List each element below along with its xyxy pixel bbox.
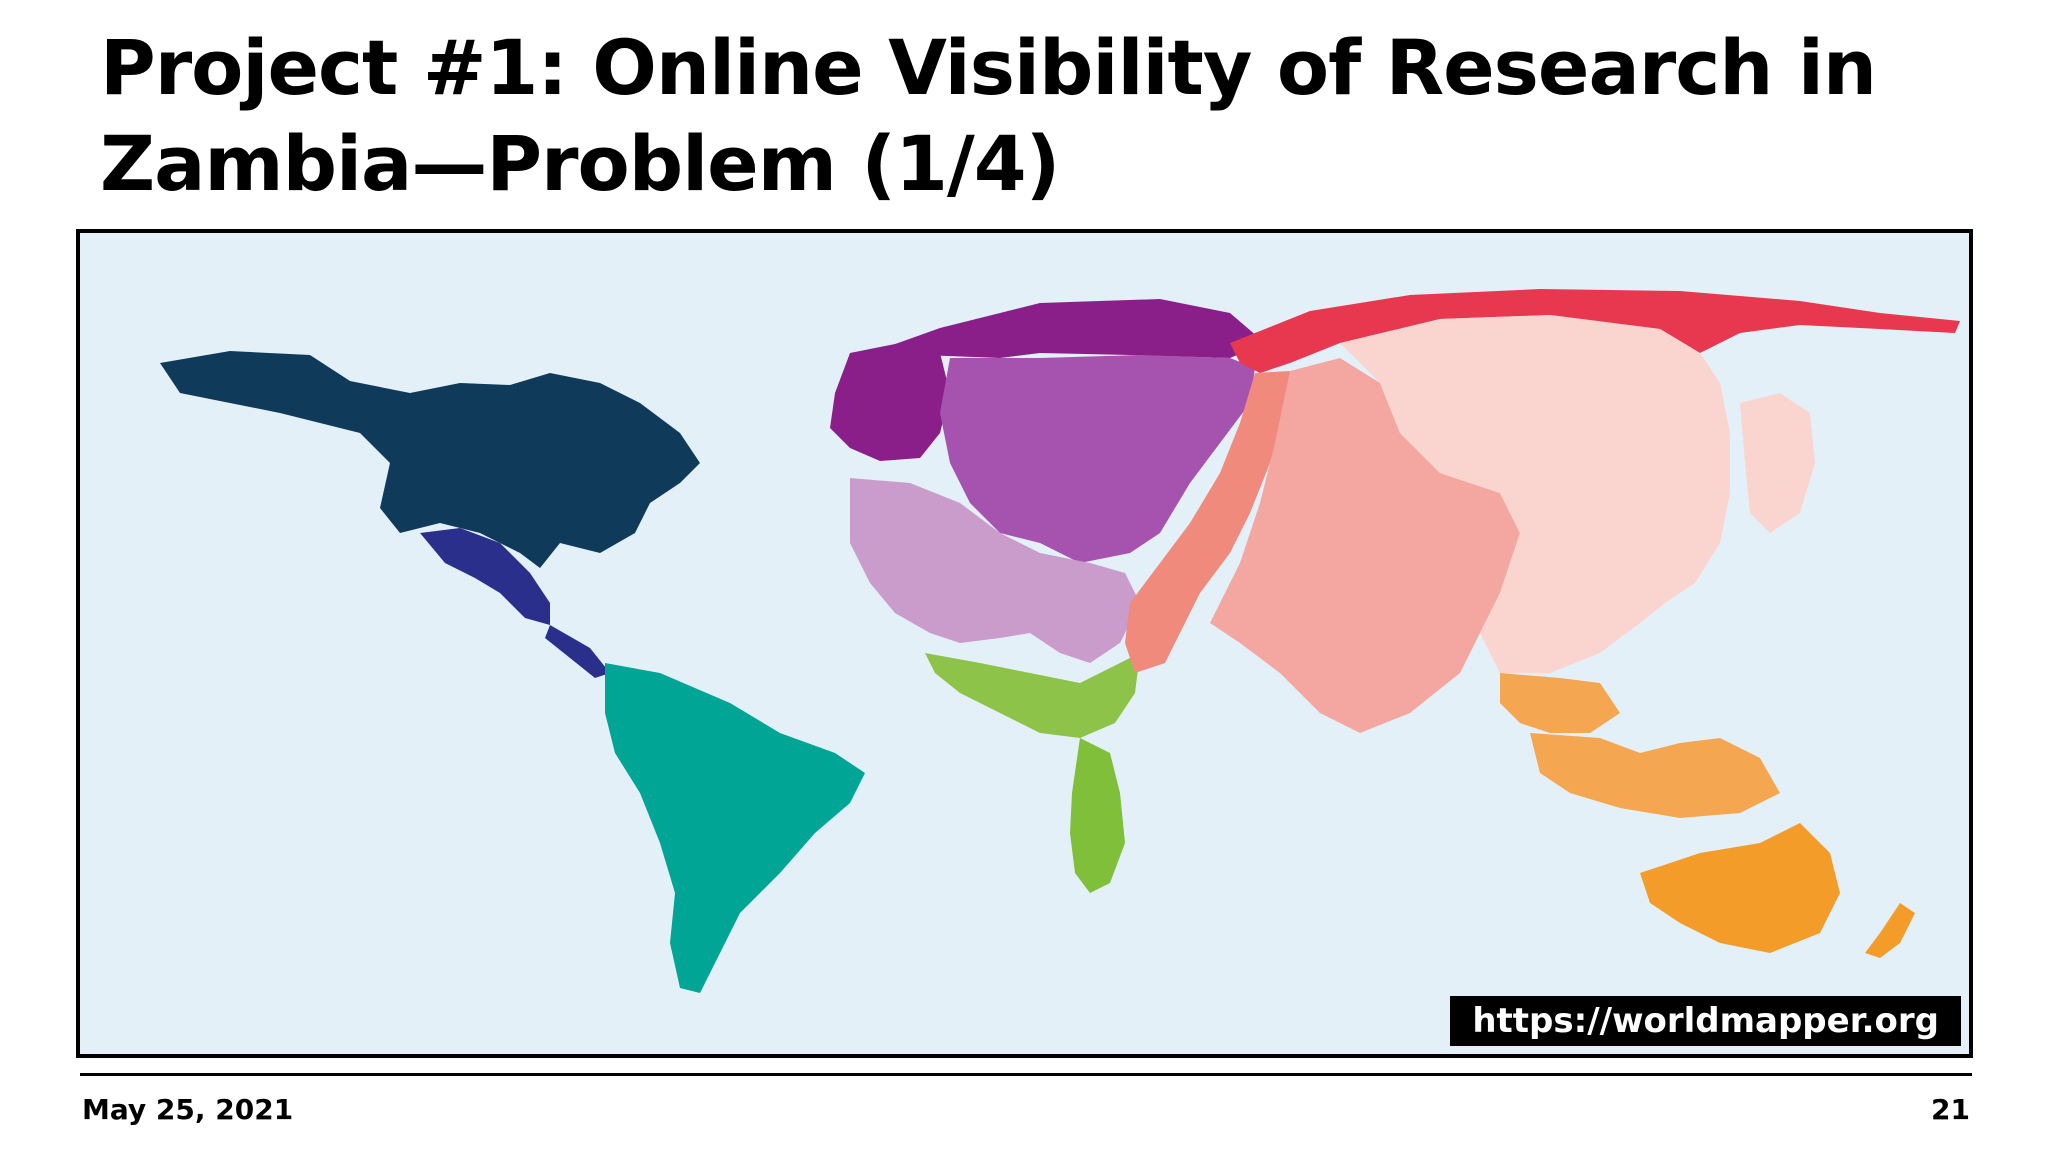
region-north-america xyxy=(160,351,700,568)
region-australia xyxy=(1640,823,1840,953)
region-south-america xyxy=(605,663,865,993)
region-southeast-asia xyxy=(1500,673,1620,733)
region-europe-central xyxy=(940,355,1255,563)
slide-title: Project #1: Online Visibility of Researc… xyxy=(100,23,1877,208)
page-number: 21 xyxy=(1931,1093,1970,1126)
world-cartogram xyxy=(160,289,1960,993)
region-africa-north xyxy=(925,653,1140,738)
region-africa-south xyxy=(1070,738,1125,893)
region-russia xyxy=(1230,289,1960,373)
region-new-zealand xyxy=(1865,903,1915,958)
region-east-asia xyxy=(1340,315,1730,673)
region-japan xyxy=(1740,393,1815,533)
region-indonesia xyxy=(1530,733,1780,818)
region-central-america xyxy=(420,528,550,625)
region-central-america-isthmus xyxy=(545,625,610,678)
region-europe-west xyxy=(870,299,1265,358)
source-url-label: https://worldmapper.org xyxy=(1450,996,1961,1046)
region-south-asia xyxy=(1210,358,1520,733)
footer-divider xyxy=(80,1073,1972,1076)
region-middle-east xyxy=(850,478,1140,663)
world-map: https://worldmapper.org xyxy=(76,229,1973,1058)
footer-date: May 25, 2021 xyxy=(82,1093,294,1126)
region-middle-asia xyxy=(1125,371,1290,673)
region-uk xyxy=(830,341,950,461)
